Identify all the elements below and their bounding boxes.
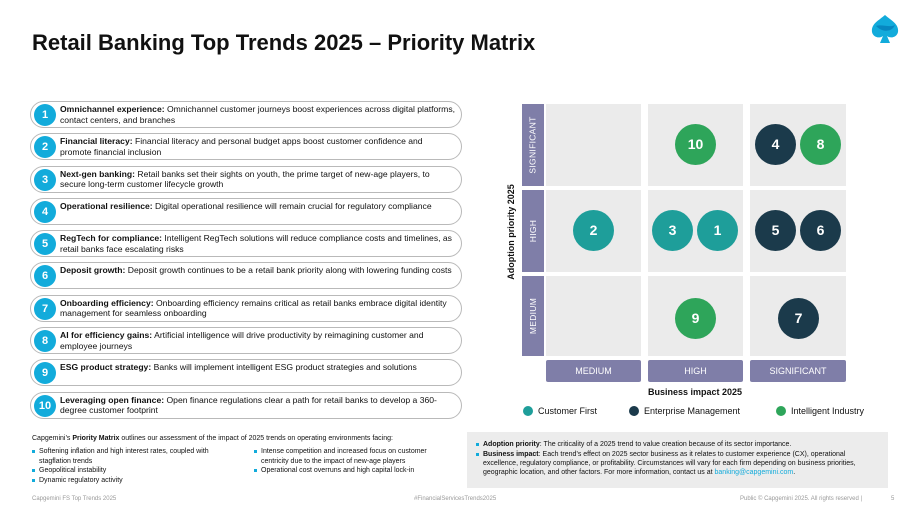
trend-item: 1 Omnichannel experience: Omnichannel cus… bbox=[30, 101, 462, 128]
trend-item: 9 ESG product strategy: Banks will implem… bbox=[30, 359, 462, 387]
definition-impact: Business impact: Each trend’s effect on … bbox=[476, 450, 879, 477]
footer-right: Public © Capgemini 2025. All rights rese… bbox=[740, 496, 863, 502]
footer-left: Capgemini FS Top Trends 2025 bbox=[32, 496, 117, 502]
trend-dot: 7 bbox=[778, 298, 819, 339]
trend-name: Onboarding efficiency: bbox=[60, 297, 154, 308]
legend-enterprise-management: Enterprise Management bbox=[629, 406, 740, 416]
priority-matrix-note: Capgemini’s Priority Matrix outlines our… bbox=[32, 434, 452, 484]
trend-description: Open finance regulations clear a path fo… bbox=[60, 394, 437, 416]
page-title: Retail Banking Top Trends 2025 – Priorit… bbox=[32, 30, 536, 55]
trend-dot: 2 bbox=[573, 210, 614, 251]
trend-name: Next-gen banking: bbox=[60, 168, 135, 179]
trend-dot: 9 bbox=[675, 298, 716, 339]
legend-swatch-icon bbox=[523, 406, 533, 416]
spade-logo-icon bbox=[871, 15, 899, 43]
trend-name: Leveraging open finance: bbox=[60, 394, 165, 405]
conditions-list: Softening inflation and high interest ra… bbox=[32, 447, 232, 485]
trend-list: 1 Omnichannel experience: Omnichannel cus… bbox=[30, 101, 462, 424]
trend-item: 7 Onboarding efficiency: Onboarding effic… bbox=[30, 294, 462, 322]
footer-center: #FinancialServicesTrends2025 bbox=[414, 496, 497, 502]
x-level-high: HIGH bbox=[648, 360, 743, 382]
definitions-box: Adoption priority: The criticality of a … bbox=[467, 432, 888, 488]
trend-description: Intelligent RegTech solutions will reduc… bbox=[60, 233, 452, 254]
definition-adoption: Adoption priority: The criticality of a … bbox=[476, 440, 879, 449]
trend-number-badge: 9 bbox=[34, 362, 56, 385]
list-item: Geopolitical instability bbox=[32, 466, 232, 476]
legend-swatch-icon bbox=[629, 406, 639, 416]
trend-item: 10 Leveraging open finance: Open finance … bbox=[30, 391, 462, 419]
contact-email-link[interactable]: banking@capgemini.com bbox=[714, 469, 794, 476]
list-item: Dynamic regulatory activity bbox=[32, 476, 232, 486]
matrix-cell bbox=[546, 104, 641, 186]
trend-number-badge: 8 bbox=[34, 330, 56, 353]
trend-number-badge: 7 bbox=[34, 297, 56, 320]
matrix-cell bbox=[546, 276, 641, 356]
trend-name: Financial literacy: bbox=[60, 136, 133, 147]
trend-name: RegTech for compliance: bbox=[60, 233, 163, 244]
legend-swatch-icon bbox=[776, 406, 786, 416]
trend-number-badge: 6 bbox=[34, 265, 56, 288]
trend-description: Onboarding efficiency remains critical a… bbox=[60, 297, 447, 319]
trend-dot: 8 bbox=[800, 124, 841, 165]
trend-dot: 10 bbox=[675, 124, 716, 165]
list-item: Operational cost overruns and high capit… bbox=[254, 466, 454, 476]
trend-description: Omnichannel customer journeys boost expe… bbox=[60, 104, 456, 125]
y-level-high: HIGH bbox=[522, 190, 544, 272]
trend-number-badge: 1 bbox=[34, 104, 56, 126]
trend-number-badge: 10 bbox=[34, 394, 56, 417]
trend-name: Operational resilience: bbox=[60, 200, 153, 211]
trend-number-badge: 3 bbox=[34, 168, 56, 191]
trend-item: 6 Deposit growth: Deposit growth continue… bbox=[30, 262, 462, 290]
trend-description: Retail banks set their sights on youth, … bbox=[60, 168, 430, 190]
x-level-medium: MEDIUM bbox=[546, 360, 641, 382]
list-item: Softening inflation and high interest ra… bbox=[32, 447, 232, 466]
trend-item: 5 RegTech for compliance: Intelligent Reg… bbox=[30, 230, 462, 258]
trend-name: Deposit growth: bbox=[60, 265, 126, 276]
trend-item: 2 Financial literacy: Financial literacy … bbox=[30, 133, 462, 161]
x-axis-title: Business impact 2025 bbox=[647, 387, 743, 397]
trend-name: ESG product strategy: bbox=[60, 362, 152, 373]
y-axis-title: Adoption priority 2025 bbox=[506, 184, 517, 280]
x-level-significant: SIGNIFICANT bbox=[750, 360, 846, 382]
trend-item: 8 AI for efficiency gains: Artificial int… bbox=[30, 327, 462, 355]
trend-name: Omnichannel experience: bbox=[60, 104, 165, 114]
conditions-list: Intense competition and increased focus … bbox=[254, 447, 454, 476]
trend-number-badge: 4 bbox=[34, 200, 56, 223]
y-level-medium: MEDIUM bbox=[522, 276, 544, 356]
trend-dot: 5 bbox=[755, 210, 796, 251]
trend-dot: 1 bbox=[697, 210, 738, 251]
legend-intelligent-industry: Intelligent Industry bbox=[776, 406, 864, 416]
trend-description: Deposit growth continues to be a retail … bbox=[125, 265, 452, 276]
trend-number-badge: 2 bbox=[34, 136, 56, 159]
trend-description: Artificial intelligence will drive produ… bbox=[60, 330, 424, 351]
trend-description: Banks will implement intelligent ESG pro… bbox=[151, 362, 417, 373]
trend-number-badge: 5 bbox=[34, 233, 56, 256]
trend-dot: 3 bbox=[652, 210, 693, 251]
trend-item: 4 Operational resilience: Digital operati… bbox=[30, 197, 462, 225]
trend-name: AI for efficiency gains: bbox=[60, 330, 153, 341]
page-number: 5 bbox=[891, 496, 895, 502]
trend-item: 3 Next-gen banking: Retail banks set thei… bbox=[30, 165, 462, 193]
y-level-significant: SIGNIFICANT bbox=[522, 104, 544, 186]
trend-dot: 6 bbox=[800, 210, 841, 251]
trend-dot: 4 bbox=[755, 124, 796, 165]
trend-description: Financial literacy and personal budget a… bbox=[60, 136, 423, 157]
trend-description: Digital operational resilience will rema… bbox=[152, 200, 432, 211]
list-item: Intense competition and increased focus … bbox=[254, 447, 454, 466]
legend-customer-first: Customer First bbox=[523, 406, 597, 416]
